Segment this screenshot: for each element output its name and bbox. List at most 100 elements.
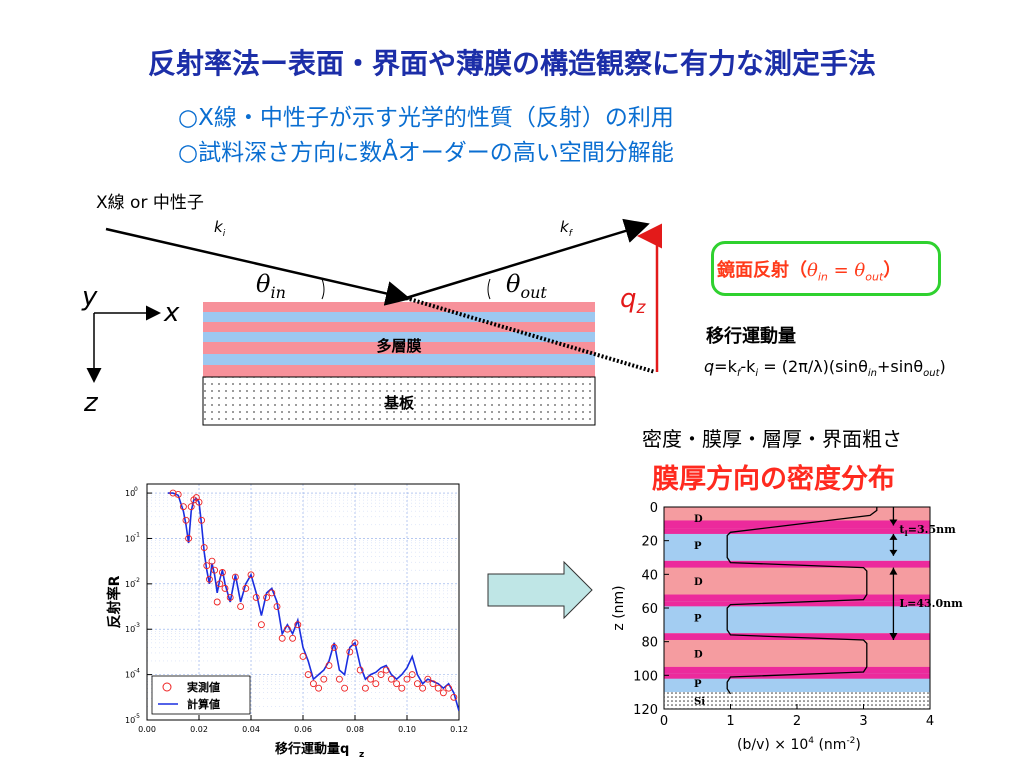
measured-point: [377, 671, 385, 679]
measured-point: [242, 584, 250, 592]
y-tick-label: 80: [641, 636, 658, 651]
x-axis-label-part: -2: [846, 736, 855, 746]
measured-point: [185, 535, 193, 542]
y-tick-exponent: 0: [134, 486, 138, 493]
x-axis-label-part: 4: [808, 736, 814, 746]
layer-pink: [203, 322, 595, 332]
layer-label: D: [694, 577, 703, 588]
y-tick-label: 40: [641, 568, 658, 583]
y-tick-label: 10: [125, 625, 135, 634]
theta-out-label: θout: [506, 270, 547, 302]
specular-label: 鏡面反射（θin = θout）: [717, 260, 902, 284]
fit-parameters-text: 密度・膜厚・層厚・界面粗さ: [642, 427, 902, 451]
x-tick-label: 4: [926, 714, 934, 729]
transmitted-beam: [405, 296, 656, 374]
result-arrow: [487, 560, 593, 620]
y-axis-label: 反射率R: [106, 575, 123, 628]
x-axis-label-sub: z: [359, 750, 364, 760]
bullet-xray-optics: ○X線・中性子が示す光学的性質（反射）の利用: [178, 105, 674, 131]
annotation-part: =3.5nm: [908, 523, 956, 536]
interface-band: [664, 560, 930, 568]
measured-point: [203, 562, 211, 570]
density-profile-line: [726, 507, 878, 695]
y-tick-label: 10: [125, 534, 135, 543]
momentum-transfer-label: 移行運動量: [706, 326, 796, 347]
density-profile-title: 膜厚方向の密度分布: [652, 464, 895, 495]
layer-band-p: [664, 528, 930, 561]
measured-point: [403, 675, 411, 683]
reflectivity-chart: 0.00 0.02 0.04 0.06 0.08 0.10 0.1210010-110-21…: [106, 483, 468, 760]
y-tick-exponent: -5: [134, 713, 140, 720]
interface-thickness-label: tI=3.5nm: [899, 523, 956, 538]
layer-blue: [203, 332, 595, 342]
measured-point: [398, 684, 406, 692]
y-tick-label: 10: [125, 489, 135, 498]
y-tick-label: 0: [650, 501, 658, 516]
measured-point: [174, 490, 182, 498]
measured-point: [252, 594, 260, 601]
measured-point: [424, 675, 432, 683]
layer-pink: [203, 342, 595, 354]
y-axis-label: z (nm): [611, 585, 627, 630]
x-axis-label-part: ): [855, 737, 860, 753]
y-tick-exponent: -2: [134, 577, 140, 584]
y-tick-label: 120: [633, 703, 658, 718]
measured-point: [320, 675, 328, 683]
measured-point: [309, 680, 317, 688]
y-tick-label: 10: [125, 671, 135, 680]
x-tick-label: 0.04: [242, 725, 260, 734]
interface-band: [664, 633, 930, 640]
multilayer-label: 多層膜: [376, 337, 421, 355]
y-tick-label: 10: [125, 580, 135, 589]
measured-point: [273, 603, 281, 610]
measured-point: [429, 680, 437, 688]
measured-point: [226, 594, 234, 601]
annotation-arrowhead: [889, 519, 898, 526]
interface-band: [664, 528, 930, 534]
substrate-label: 基板: [383, 394, 415, 412]
measured-point: [213, 598, 221, 606]
reflection-diagram: 多層膜 基板: [86, 218, 662, 426]
x-axis-label-part: (b/v) × 10: [737, 737, 808, 753]
measured-point: [408, 671, 416, 679]
plot-area: [167, 489, 459, 712]
x-tick-label: 0.06: [294, 725, 312, 734]
period-label: L=43.0nm: [899, 597, 963, 610]
measured-point: [231, 573, 239, 581]
measured-point: [182, 516, 190, 524]
annotation-part: I: [905, 529, 908, 538]
x-tick-label: 2: [793, 714, 801, 729]
measured-point: [393, 680, 401, 688]
measured-point: [341, 684, 349, 692]
measured-point: [356, 666, 364, 674]
measured-point: [346, 648, 354, 656]
incident-beam: [105, 227, 411, 306]
y-tick-label: 20: [641, 535, 658, 550]
reflected-beam: [405, 218, 650, 300]
measured-point: [283, 625, 291, 633]
measured-point: [304, 671, 312, 679]
measured-point: [335, 675, 343, 683]
legend-box: [151, 675, 251, 715]
measured-point: [237, 603, 245, 610]
k-out-label: kf: [560, 218, 572, 239]
measured-point: [289, 634, 297, 642]
layer-label: D: [694, 649, 703, 660]
measured-point: [200, 544, 208, 551]
measured-point: [257, 621, 265, 629]
measured-point: [367, 675, 375, 683]
qz-label: qz: [620, 284, 646, 319]
measured-point: [382, 666, 390, 674]
measured-point: [208, 557, 216, 565]
y-tick-exponent: -4: [134, 668, 140, 675]
interface-band: [664, 601, 930, 607]
measured-point: [216, 580, 224, 588]
interface-band: [664, 666, 930, 674]
measured-point: [195, 498, 203, 506]
measured-point: [263, 594, 271, 601]
layer-blue: [203, 354, 595, 365]
measured-point: [268, 589, 276, 597]
y-tick-exponent: -1: [134, 531, 140, 538]
